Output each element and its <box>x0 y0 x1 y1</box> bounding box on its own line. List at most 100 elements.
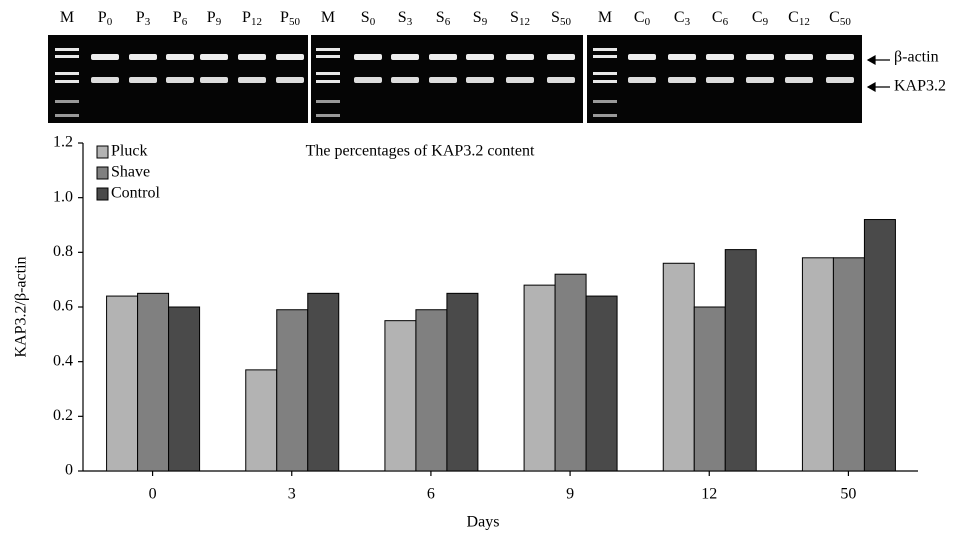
legend-label: Pluck <box>111 143 147 160</box>
lane-label: S12 <box>510 9 530 28</box>
ladder-band <box>593 114 617 117</box>
ladder-band <box>316 114 340 117</box>
ladder-band <box>316 72 340 75</box>
ladder-band <box>593 100 617 103</box>
actin-band <box>506 54 534 60</box>
bar <box>138 293 169 471</box>
y-tick-label: 0.4 <box>53 352 73 369</box>
kap-band <box>129 77 157 83</box>
lane-letter: C <box>829 9 840 26</box>
lane-letter: C <box>634 9 645 26</box>
kap-band <box>200 77 228 83</box>
bar <box>385 321 416 471</box>
kap-band <box>506 77 534 83</box>
lane-sub: 0 <box>107 16 113 28</box>
kap-band <box>706 77 734 83</box>
lane-letter: S <box>398 9 407 26</box>
y-tick-label: 1.0 <box>53 188 73 205</box>
actin-band <box>129 54 157 60</box>
lane-sub: 3 <box>407 16 413 28</box>
ladder-band <box>55 100 79 103</box>
lane-letter: P <box>136 9 145 26</box>
lane-letter: S <box>551 9 560 26</box>
bar <box>107 296 138 471</box>
lane-label: M <box>60 9 74 26</box>
y-tick-label: 0.2 <box>53 407 73 424</box>
lane-letter: C <box>674 9 685 26</box>
ladder-band <box>55 55 79 58</box>
band-arrows <box>868 56 890 91</box>
actin-band <box>668 54 696 60</box>
bar <box>524 285 555 471</box>
lane-label: P12 <box>242 9 262 28</box>
x-tick-label: 0 <box>149 486 157 503</box>
ladder-band <box>593 72 617 75</box>
lane-letter: P <box>280 9 289 26</box>
kap-band <box>391 77 419 83</box>
lane-label: P50 <box>280 9 300 28</box>
lane-label: S6 <box>436 9 451 28</box>
legend-swatch <box>97 188 108 200</box>
bar <box>555 274 586 471</box>
bar <box>169 307 200 471</box>
legend-swatch <box>97 146 108 158</box>
actin-band <box>166 54 194 60</box>
bar <box>694 307 725 471</box>
bar <box>833 258 864 471</box>
kap-band <box>166 77 194 83</box>
lane-letter: P <box>98 9 107 26</box>
lane-label: C50 <box>829 9 851 28</box>
lane-sub: 6 <box>723 16 729 28</box>
actin-band <box>746 54 774 60</box>
actin-band <box>628 54 656 60</box>
lane-label: C6 <box>712 9 729 28</box>
kap-band <box>826 77 854 83</box>
bar <box>277 310 308 471</box>
lane-sub: 9 <box>216 16 222 28</box>
lane-label: P0 <box>98 9 113 28</box>
lane-label: M <box>598 9 612 26</box>
legend-swatch <box>97 167 108 179</box>
legend-label: Control <box>111 185 160 202</box>
ladder-band <box>55 48 79 51</box>
actin-band <box>466 54 494 60</box>
bar <box>246 370 277 471</box>
actin-band <box>429 54 457 60</box>
bar <box>447 293 478 471</box>
lane-letter: C <box>788 9 799 26</box>
kap-band <box>91 77 119 83</box>
actin-band <box>238 54 266 60</box>
y-tick-label: 0.6 <box>53 298 73 315</box>
band-label: β-actin <box>894 49 939 66</box>
kap-band <box>429 77 457 83</box>
lane-label: S0 <box>361 9 376 28</box>
x-tick-label: 3 <box>288 486 296 503</box>
kap-band <box>628 77 656 83</box>
ladder-band <box>55 80 79 83</box>
lane-sub: 6 <box>182 16 188 28</box>
lane-letter: C <box>752 9 763 26</box>
kap-band <box>668 77 696 83</box>
bar <box>663 263 694 471</box>
actin-band <box>785 54 813 60</box>
lane-sub: 0 <box>645 16 651 28</box>
lane-letter: S <box>473 9 482 26</box>
lane-letter: M <box>60 9 74 26</box>
lane-sub: 12 <box>519 16 530 28</box>
y-axis-label: KAP3.2/β-actin <box>13 256 30 357</box>
lane-letter: P <box>207 9 216 26</box>
lane-sub: 0 <box>370 16 376 28</box>
legend-label: Shave <box>111 164 150 181</box>
bar <box>416 310 447 471</box>
kap-band <box>276 77 304 83</box>
ladder-band <box>316 55 340 58</box>
lane-letter: S <box>361 9 370 26</box>
lane-label: C0 <box>634 9 651 28</box>
lane-label: S9 <box>473 9 488 28</box>
lane-label: P3 <box>136 9 151 28</box>
figure: The percentages of KAP3.2 content Days K… <box>0 0 960 535</box>
actin-band <box>200 54 228 60</box>
lane-label: C3 <box>674 9 691 28</box>
kap-band <box>354 77 382 83</box>
lane-letter: P <box>242 9 251 26</box>
